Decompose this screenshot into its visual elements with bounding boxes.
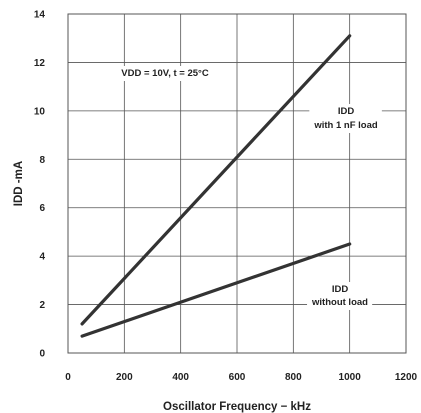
x-tick-label: 1000 <box>339 372 362 383</box>
series-line-1 <box>80 34 352 326</box>
y-tick-label: 6 <box>39 203 45 214</box>
y-axis-title: IDD -mA <box>13 161 25 206</box>
annotation-loaded-line: with 1 nF load <box>313 120 378 131</box>
annotation-unloaded-line: IDD <box>332 284 349 295</box>
x-tick-label: 200 <box>116 372 133 383</box>
annotation-background <box>307 282 373 310</box>
annotations: VDD = 10V, t = 25°C IDD with 1 nF load IDD w… <box>121 68 378 308</box>
x-tick-label: 800 <box>285 372 302 383</box>
plot-frame <box>67 13 407 354</box>
x-tick-label: 0 <box>65 372 71 383</box>
y-tick-label: 0 <box>39 349 45 360</box>
annotation-unloaded-line: without load <box>311 297 368 308</box>
y-tick-label: 10 <box>34 106 46 117</box>
annotation-loaded-line: IDD <box>338 106 355 117</box>
x-axis-title: Oscillator Frequency − kHz <box>163 401 311 413</box>
y-tick-label: 4 <box>39 252 45 263</box>
series-line-2 <box>80 242 352 338</box>
y-tick-label: 2 <box>39 300 45 311</box>
y-tick-label: 12 <box>34 58 46 69</box>
annotation-backgrounds <box>117 66 382 310</box>
annotation-background <box>309 104 382 133</box>
x-tick-label: 1200 <box>395 372 418 383</box>
annotation-conditions-line: VDD = 10V, t = 25°C <box>121 68 209 79</box>
y-tick-label: 14 <box>34 10 46 21</box>
tick-labels: 0 200 400 600 800 1000 1200 0 2 4 6 8 10 12 14 <box>34 10 418 384</box>
annotation-background <box>117 66 213 81</box>
series-lines <box>80 34 352 338</box>
x-tick-label: 400 <box>172 372 189 383</box>
y-tick-label: 8 <box>39 155 45 166</box>
x-tick-label: 600 <box>229 372 246 383</box>
